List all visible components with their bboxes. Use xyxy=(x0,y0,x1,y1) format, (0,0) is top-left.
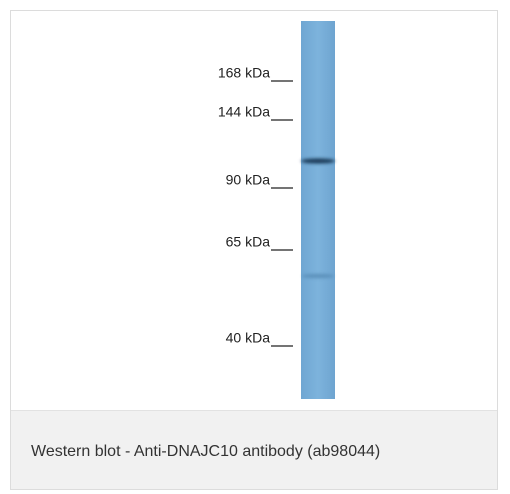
figure-card: 168 kDa 144 kDa 90 kDa 65 kDa 40 kDa Wes… xyxy=(10,10,498,490)
marker: 65 kDa xyxy=(226,234,293,251)
band xyxy=(302,273,334,279)
lane xyxy=(301,21,335,399)
blot-image: 168 kDa 144 kDa 90 kDa 65 kDa 40 kDa xyxy=(218,21,335,399)
caption: Western blot - Anti-DNAJC10 antibody (ab… xyxy=(31,443,381,460)
marker: 144 kDa xyxy=(218,104,293,121)
marker-label: 144 kDa xyxy=(218,104,270,120)
marker: 40 kDa xyxy=(226,330,293,347)
marker: 90 kDa xyxy=(226,172,293,189)
marker-label: 40 kDa xyxy=(226,330,271,346)
marker-label: 168 kDa xyxy=(218,65,270,81)
marker: 168 kDa xyxy=(218,65,293,82)
marker-label: 90 kDa xyxy=(226,172,271,188)
caption-area: Western blot - Anti-DNAJC10 antibody (ab… xyxy=(11,410,497,489)
marker-label: 65 kDa xyxy=(226,234,271,250)
band xyxy=(301,158,335,164)
